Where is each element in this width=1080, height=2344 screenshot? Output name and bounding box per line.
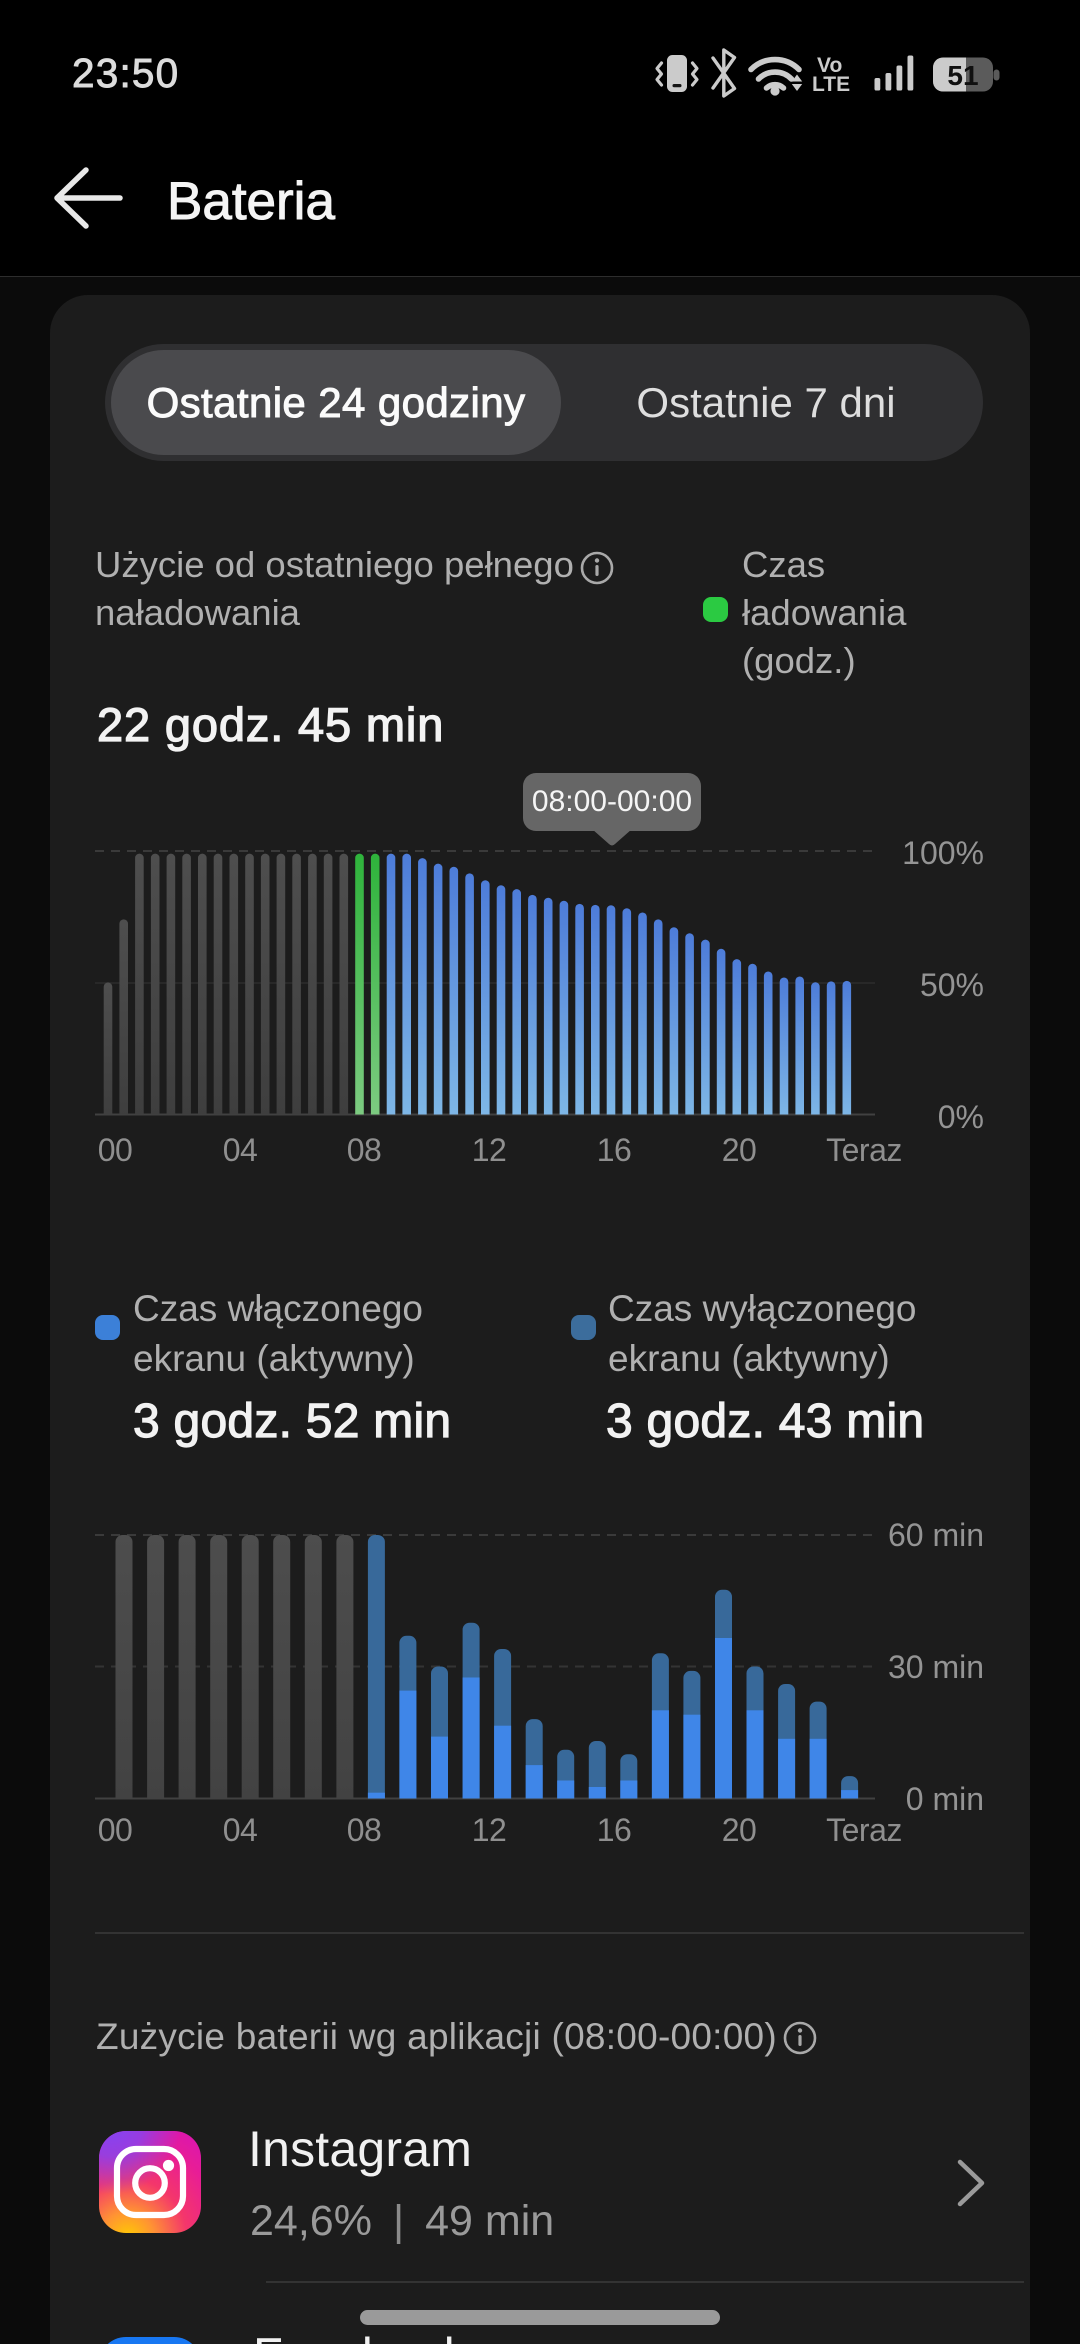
svg-text:20: 20 bbox=[722, 1132, 757, 1168]
svg-text:Teraz: Teraz bbox=[826, 1812, 902, 1848]
svg-text:16: 16 bbox=[597, 1812, 632, 1848]
svg-text:08: 08 bbox=[347, 1132, 382, 1168]
svg-text:50%: 50% bbox=[920, 967, 984, 1003]
svg-text:51: 51 bbox=[947, 60, 978, 91]
svg-text:60 min: 60 min bbox=[888, 1517, 984, 1553]
svg-text:04: 04 bbox=[223, 1132, 258, 1168]
svg-text:Vo: Vo bbox=[817, 54, 842, 77]
svg-text:12: 12 bbox=[472, 1132, 507, 1168]
svg-text:12: 12 bbox=[472, 1812, 507, 1848]
svg-text:00: 00 bbox=[98, 1132, 133, 1168]
svg-text:LTE: LTE bbox=[812, 73, 850, 96]
svg-text:Teraz: Teraz bbox=[826, 1132, 902, 1168]
svg-text:08: 08 bbox=[347, 1812, 382, 1848]
svg-text:00: 00 bbox=[98, 1812, 133, 1848]
svg-text:0%: 0% bbox=[938, 1099, 984, 1135]
svg-text:20: 20 bbox=[722, 1812, 757, 1848]
svg-text:16: 16 bbox=[597, 1132, 632, 1168]
svg-text:0 min: 0 min bbox=[906, 1781, 984, 1817]
svg-text:100%: 100% bbox=[902, 835, 984, 871]
svg-text:04: 04 bbox=[223, 1812, 258, 1848]
svg-text:30 min: 30 min bbox=[888, 1649, 984, 1685]
